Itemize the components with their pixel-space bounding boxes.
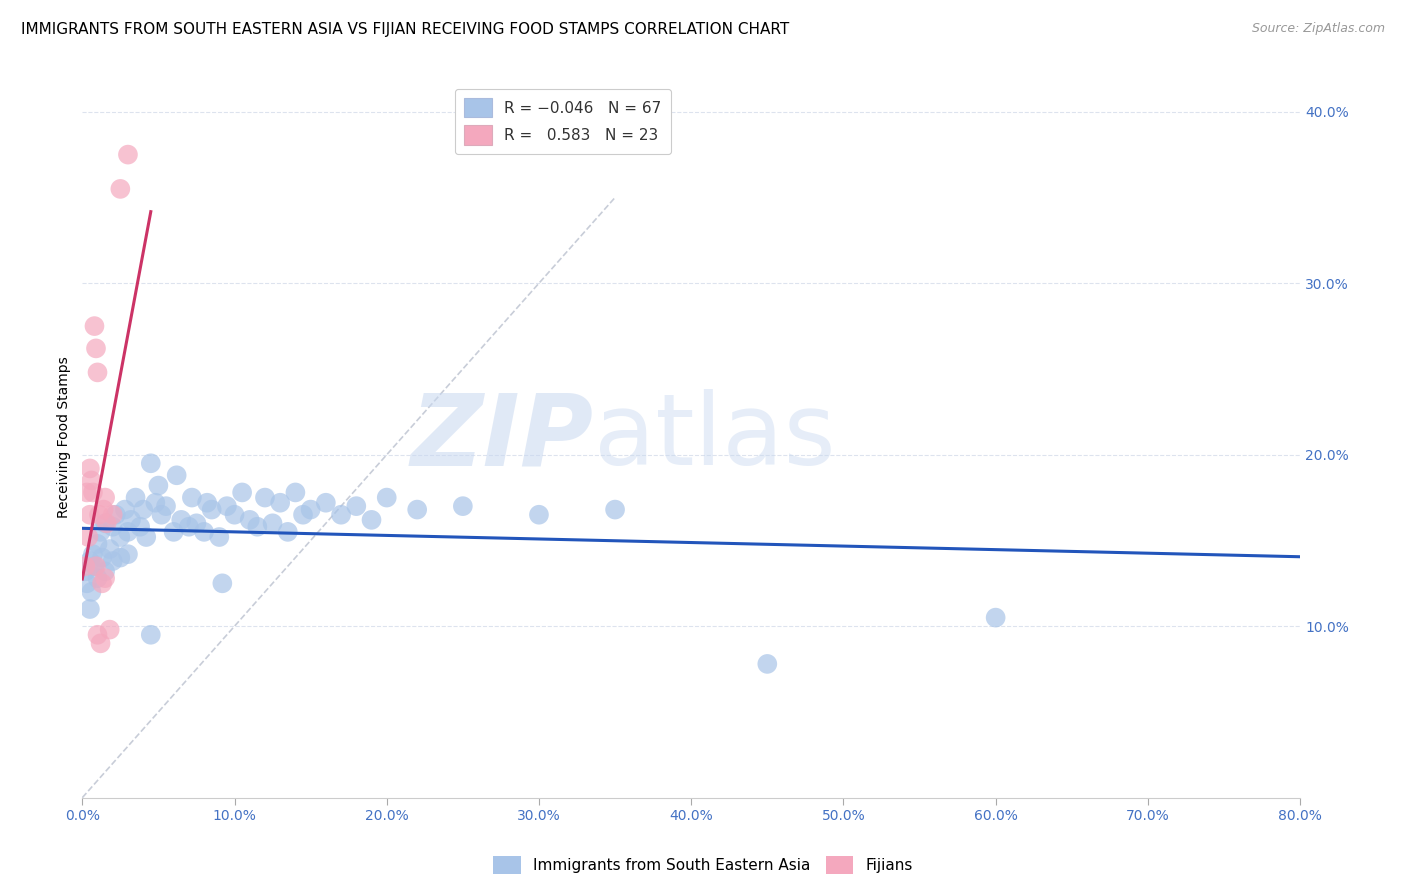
Point <box>86 571 108 585</box>
Point <box>101 554 124 568</box>
Point <box>101 520 124 534</box>
Point <box>124 491 146 505</box>
Point <box>86 537 108 551</box>
Point <box>76 576 98 591</box>
Point <box>120 513 142 527</box>
Point <box>344 499 367 513</box>
Point <box>195 496 218 510</box>
Point <box>117 524 139 539</box>
Point <box>277 524 299 539</box>
Point <box>91 550 114 565</box>
Point <box>94 564 117 578</box>
Point <box>253 491 276 505</box>
Point <box>98 541 121 556</box>
Point <box>129 520 152 534</box>
Point <box>90 636 112 650</box>
Point <box>150 508 173 522</box>
Point <box>110 550 132 565</box>
Point <box>360 513 382 527</box>
Point <box>193 524 215 539</box>
Point <box>94 491 117 505</box>
Point <box>94 516 117 531</box>
Point <box>269 496 291 510</box>
Legend: R = −0.046   N = 67, R =   0.583   N = 23: R = −0.046 N = 67, R = 0.583 N = 23 <box>456 88 671 154</box>
Point <box>143 496 166 510</box>
Point <box>117 147 139 161</box>
Text: atlas: atlas <box>593 389 835 486</box>
Point <box>756 657 779 671</box>
Point <box>299 502 322 516</box>
Point <box>166 468 188 483</box>
Point <box>82 547 104 561</box>
Point <box>984 610 1007 624</box>
Point <box>292 508 315 522</box>
Point <box>180 491 202 505</box>
Point <box>224 508 246 522</box>
Legend: Immigrants from South Eastern Asia, Fijians: Immigrants from South Eastern Asia, Fiji… <box>486 850 920 880</box>
Point <box>132 502 155 516</box>
Point <box>527 508 550 522</box>
Point <box>451 499 474 513</box>
Point <box>79 554 101 568</box>
Point <box>82 485 104 500</box>
Point <box>80 585 103 599</box>
Point <box>215 499 238 513</box>
Point <box>284 485 307 500</box>
Point <box>91 576 114 591</box>
Text: ZIP: ZIP <box>411 389 593 486</box>
Point <box>87 508 110 522</box>
Point <box>375 491 398 505</box>
Point <box>79 461 101 475</box>
Point <box>86 365 108 379</box>
Point <box>83 319 105 334</box>
Point <box>76 485 98 500</box>
Point <box>86 628 108 642</box>
Point <box>114 502 136 516</box>
Point <box>84 559 107 574</box>
Point <box>110 530 132 544</box>
Point <box>246 520 269 534</box>
Point <box>162 524 184 539</box>
Point <box>83 559 105 574</box>
Point <box>139 628 162 642</box>
Point <box>90 524 112 539</box>
Point <box>98 623 121 637</box>
Point <box>75 559 97 574</box>
Point <box>208 530 231 544</box>
Point <box>201 502 224 516</box>
Point <box>177 520 200 534</box>
Point <box>79 508 101 522</box>
Point <box>101 508 124 522</box>
Point <box>406 502 429 516</box>
Point <box>94 571 117 585</box>
Point <box>231 485 253 500</box>
Point <box>603 502 626 516</box>
Point <box>211 576 233 591</box>
Point <box>77 530 100 544</box>
Point <box>135 530 157 544</box>
Point <box>262 516 284 531</box>
Point <box>96 516 118 531</box>
Point <box>80 474 103 488</box>
Point <box>75 564 97 578</box>
Point <box>79 602 101 616</box>
Point <box>84 342 107 356</box>
Y-axis label: Receiving Food Stamps: Receiving Food Stamps <box>58 357 72 518</box>
Point <box>139 456 162 470</box>
Point <box>148 478 170 492</box>
Point <box>93 502 115 516</box>
Point <box>110 182 132 196</box>
Point <box>239 513 262 527</box>
Text: IMMIGRANTS FROM SOUTH EASTERN ASIA VS FIJIAN RECEIVING FOOD STAMPS CORRELATION C: IMMIGRANTS FROM SOUTH EASTERN ASIA VS FI… <box>21 22 789 37</box>
Point <box>104 508 127 522</box>
Point <box>117 547 139 561</box>
Point <box>330 508 353 522</box>
Point <box>155 499 177 513</box>
Point <box>315 496 337 510</box>
Text: Source: ZipAtlas.com: Source: ZipAtlas.com <box>1251 22 1385 36</box>
Point <box>170 513 193 527</box>
Point <box>186 516 208 531</box>
